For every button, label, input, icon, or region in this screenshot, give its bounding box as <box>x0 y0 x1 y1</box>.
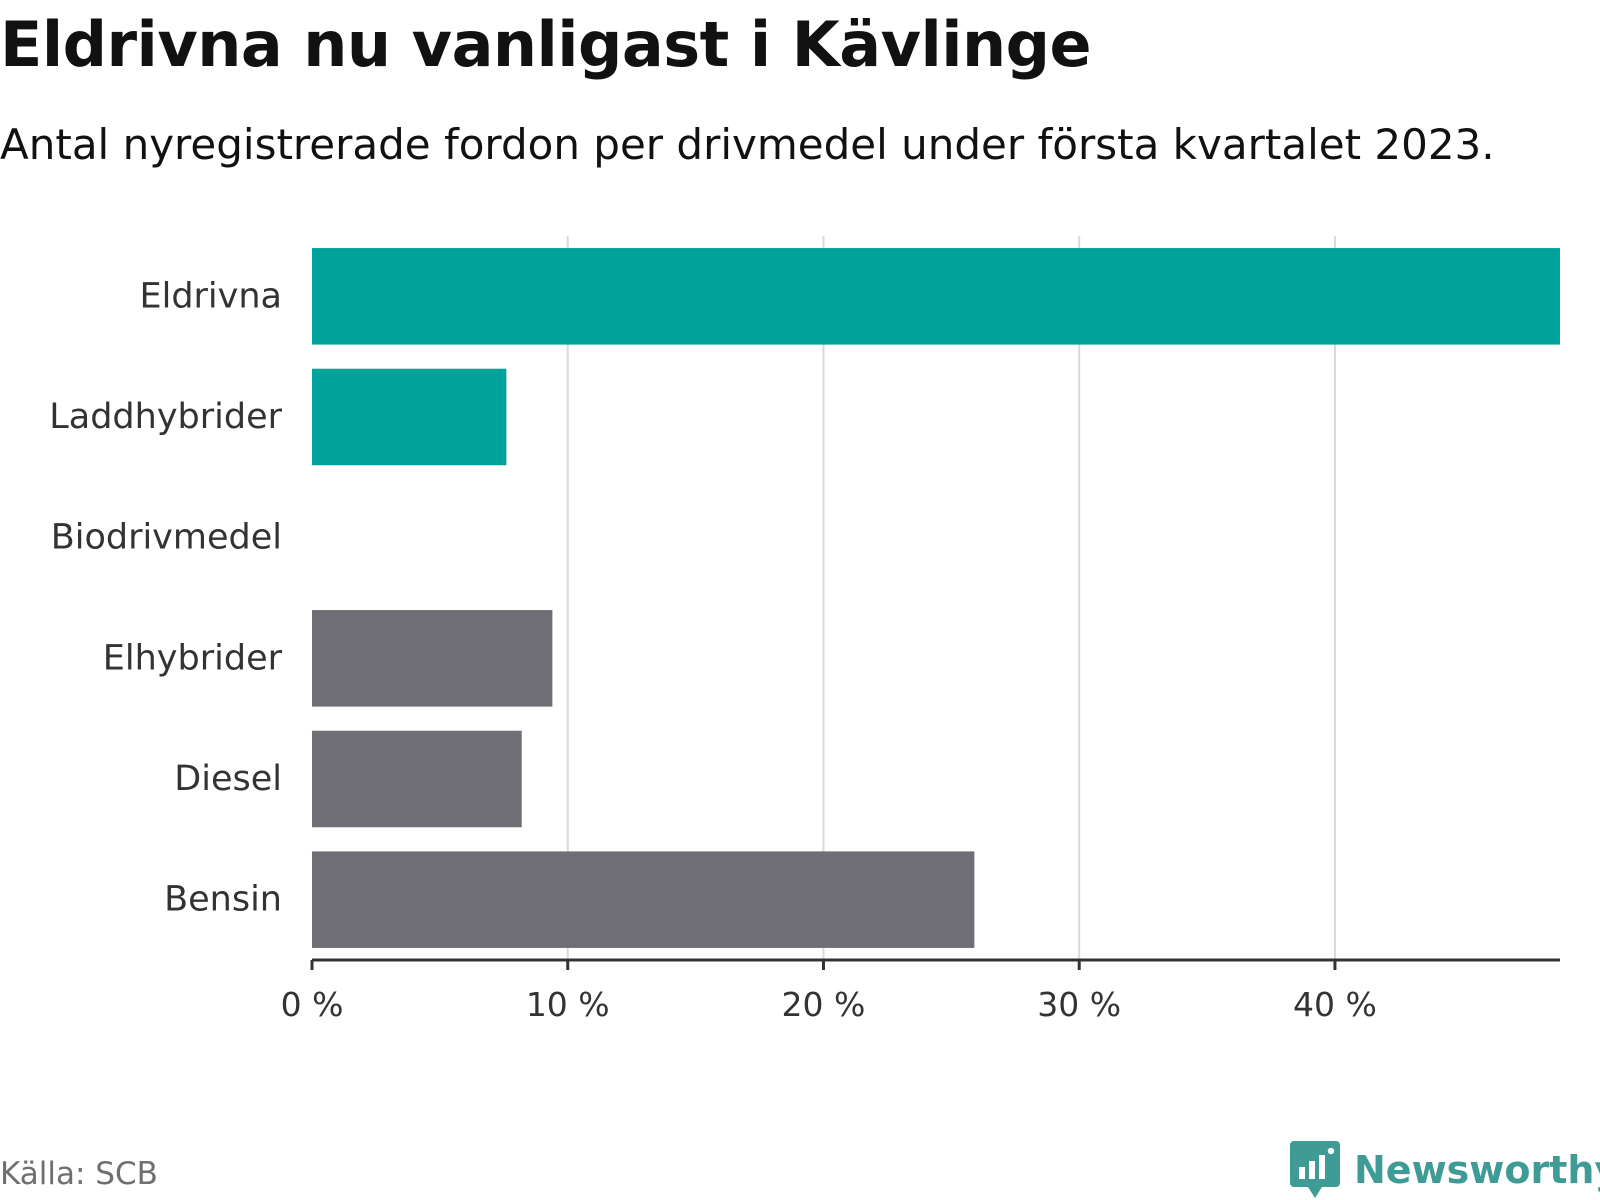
source-note: Källa: SCB <box>0 1156 158 1192</box>
category-label: Diesel <box>174 759 282 799</box>
bar-elhybrider <box>312 610 553 707</box>
bar-laddhybrider <box>312 368 507 466</box>
bar-diesel <box>312 730 522 828</box>
category-label: Eldrivna <box>139 276 282 316</box>
x-tick-label: 0 % <box>281 985 344 1024</box>
category-label: Elhybrider <box>103 638 283 678</box>
bar-bensin <box>312 851 975 948</box>
category-label: Biodrivmedel <box>51 518 282 558</box>
newsworthy-logo: Newsworthy <box>1290 1140 1600 1200</box>
bar-eldrivna <box>312 248 1560 345</box>
chart-subtitle: Antal nyregistrerade fordon per drivmede… <box>0 120 1495 169</box>
category-label: Laddhybrider <box>49 397 282 437</box>
x-tick-label: 40 % <box>1293 985 1377 1024</box>
x-tick-label: 30 % <box>1037 985 1121 1024</box>
x-tick-label: 20 % <box>782 985 866 1024</box>
brand-name: Newsworthy <box>1354 1148 1600 1192</box>
bar-chart-bubble-icon <box>1290 1141 1340 1198</box>
x-tick-label: 10 % <box>526 985 610 1024</box>
chart-title: Eldrivna nu vanligast i Kävlinge <box>0 8 1092 81</box>
category-label: Bensin <box>164 880 282 920</box>
